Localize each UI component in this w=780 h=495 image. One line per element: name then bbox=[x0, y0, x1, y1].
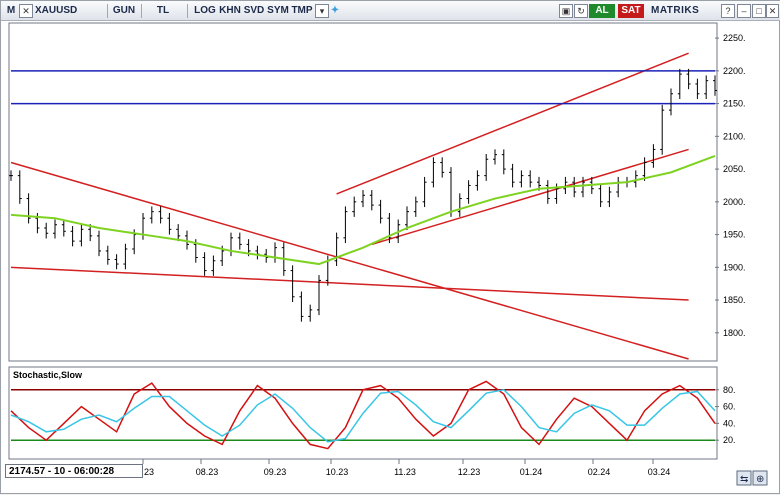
price-tick-label: 2150. bbox=[723, 99, 746, 109]
close-icon[interactable]: ✕ bbox=[19, 4, 33, 18]
trendline bbox=[10, 266, 689, 301]
scroll-left-icon[interactable] bbox=[736, 470, 752, 486]
save-icon[interactable]: ▣ bbox=[559, 4, 573, 18]
moving-average-line bbox=[10, 155, 716, 266]
trendline bbox=[10, 161, 689, 360]
horizontal-levels bbox=[11, 70, 715, 105]
buy-button[interactable]: AL bbox=[589, 4, 615, 18]
brand-logo: MATRIKS bbox=[651, 5, 700, 16]
crosshair-readout: 2174.57 - 10 - 06:00:28 bbox=[5, 464, 143, 478]
time-tick-label: 09.23 bbox=[264, 467, 287, 477]
stochastic-lines bbox=[10, 380, 716, 450]
sell-button[interactable]: SAT bbox=[618, 4, 644, 18]
trendline bbox=[371, 148, 689, 246]
time-tick-label: 10.23 bbox=[326, 467, 349, 477]
moving-average bbox=[10, 155, 716, 266]
price-tick-label: 2000. bbox=[723, 197, 746, 207]
tool-svd-button[interactable]: SVD bbox=[243, 5, 265, 16]
scroll-left-glyph: ⇆ bbox=[740, 474, 748, 485]
minimize-icon[interactable]: – bbox=[737, 4, 751, 18]
menu-button[interactable]: M bbox=[6, 5, 16, 16]
price-tick-label: 1850. bbox=[723, 295, 746, 305]
price-tick-label: 2200. bbox=[723, 66, 746, 76]
stoch-k-line bbox=[10, 380, 716, 450]
currency-button[interactable]: TL bbox=[156, 5, 170, 16]
refresh-icon[interactable]: ↻ bbox=[574, 4, 588, 18]
separator bbox=[141, 4, 142, 18]
time-axis: 23 08.23 09.23 10.23 11.23 12.23 01.24 02.24 03.… bbox=[142, 459, 671, 477]
time-tick-label: 23 bbox=[144, 467, 154, 477]
toolbar: M ✕ XAUUSD GUN TL LOG KHN SVD SYM TMP ▾ … bbox=[1, 1, 780, 21]
tool-tmp-button[interactable]: TMP bbox=[291, 5, 313, 16]
twitter-icon[interactable]: ✦ bbox=[330, 5, 340, 16]
tool-khn-button[interactable]: KHN bbox=[219, 5, 241, 16]
stoch-tick-label: 20. bbox=[723, 435, 736, 445]
help-icon[interactable]: ? bbox=[721, 4, 735, 18]
trendlines bbox=[10, 52, 689, 360]
separator bbox=[107, 4, 108, 18]
zoom-icon[interactable] bbox=[752, 470, 768, 486]
price-tick-label: 2250. bbox=[723, 33, 746, 43]
price-tick-label: 2050. bbox=[723, 164, 746, 174]
price-tick-label: 1900. bbox=[723, 262, 746, 272]
dropdown-icon[interactable]: ▾ bbox=[315, 4, 329, 18]
price-bars bbox=[9, 68, 717, 322]
time-tick-label: 02.24 bbox=[588, 467, 611, 477]
time-tick-label: 12.23 bbox=[458, 467, 481, 477]
time-tick-label: 03.24 bbox=[648, 467, 671, 477]
separator bbox=[187, 4, 188, 18]
nav-buttons: ⇆ ⊕ bbox=[736, 470, 768, 486]
symbol-label[interactable]: XAUUSD bbox=[35, 5, 78, 16]
time-tick-label: 11.23 bbox=[394, 467, 416, 477]
stoch-tick-label: 80. bbox=[723, 385, 736, 395]
price-tick-label: 2100. bbox=[723, 131, 746, 141]
maximize-icon[interactable]: □ bbox=[752, 4, 766, 18]
stoch-d-line bbox=[10, 388, 716, 443]
time-tick-label: 01.24 bbox=[520, 467, 543, 477]
zoom-glyph: ⊕ bbox=[756, 474, 764, 485]
tool-sym-button[interactable]: SYM bbox=[267, 5, 289, 16]
stochastic-title: Stochastic,Slow bbox=[13, 370, 83, 380]
period-button[interactable]: GUN bbox=[112, 5, 136, 16]
stoch-tick-label: 40. bbox=[723, 418, 736, 428]
stoch-tick-label: 60. bbox=[723, 402, 736, 412]
time-tick-label: 08.23 bbox=[196, 467, 219, 477]
stochastic-axis: 20. 40. 60. 80. bbox=[715, 385, 736, 445]
price-axis: 1800. 1850. 1900. 1950. 2000. 2050. 2100. 2150.… bbox=[715, 33, 746, 338]
trendline bbox=[336, 52, 689, 195]
price-tick-label: 1800. bbox=[723, 328, 746, 338]
scale-button[interactable]: LOG bbox=[194, 5, 216, 16]
price-tick-label: 1950. bbox=[723, 230, 746, 240]
window-close-icon[interactable]: ✕ bbox=[766, 4, 779, 18]
